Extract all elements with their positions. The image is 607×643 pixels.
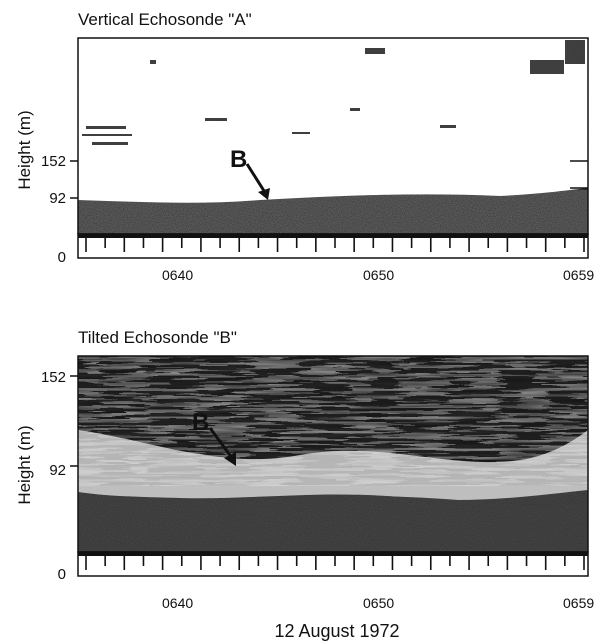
date-label: 12 August 1972 <box>274 621 399 641</box>
panel-b-ytick-label-92: 92 <box>49 462 66 479</box>
panel-b-xtick-0659: 0659 <box>563 595 594 611</box>
panel-b-title: Tilted Echosonde "B" <box>78 328 237 347</box>
panel-b-ytick-label-152: 152 <box>41 369 66 386</box>
panel-b-arrowhead <box>224 452 236 466</box>
panel-a-ytick-label-92: 92 <box>49 190 66 207</box>
panel-b-bright-layer <box>78 430 588 500</box>
panel-b-echogram <box>78 356 588 552</box>
panel-b-time-axis <box>77 551 589 577</box>
panel-b-marker-b: B <box>192 409 209 436</box>
panel-a: Vertical Echosonde "A" Height (m) <box>15 10 594 283</box>
panel-a-time-axis <box>77 233 589 259</box>
panel-b-xtick-0650: 0650 <box>363 595 394 611</box>
panel-b-xtick-0640: 0640 <box>162 595 193 611</box>
panel-b: Tilted Echosonde "B" Height (m) 152 92 0… <box>15 328 594 611</box>
panel-a-ylabel: Height (m) <box>15 110 34 189</box>
panel-a-echogram <box>78 38 588 234</box>
panel-a-xtick-0640: 0640 <box>162 267 193 283</box>
panel-a-echo-patches <box>82 40 585 145</box>
time-strip-bar <box>78 234 588 238</box>
panel-a-arrowhead <box>258 188 270 200</box>
time-strip-bar <box>78 552 588 556</box>
panel-a-marker-arrow <box>245 163 268 195</box>
panel-a-xtick-0659: 0659 <box>563 267 594 283</box>
panel-a-ytick-label-0: 0 <box>58 249 66 266</box>
panel-a-ytick-label-152: 152 <box>41 153 66 170</box>
panel-a-marker-b: B <box>230 146 247 173</box>
panel-b-ylabel: Height (m) <box>15 425 34 504</box>
panel-b-ytick-label-0: 0 <box>58 566 66 583</box>
panel-a-title: Vertical Echosonde "A" <box>78 10 252 29</box>
panel-b-marker-arrow <box>208 427 234 459</box>
panel-a-xtick-0650: 0650 <box>363 267 394 283</box>
